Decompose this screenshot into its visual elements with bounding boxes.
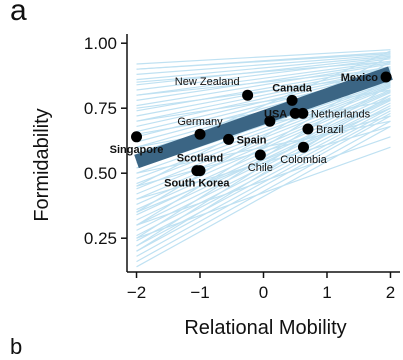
background-line [136,112,391,252]
point-label: Netherlands [311,108,371,120]
background-line [136,115,391,257]
background-line [136,82,391,174]
point-label: Canada [272,82,313,94]
background-line [136,90,391,200]
y-tick-label: 0.50 [84,164,117,183]
x-tick-label: 0 [259,283,268,302]
point-labels-group: Mexico Canada New Zealand USA Netherlands Ger… [110,72,379,190]
data-point-chile [254,149,266,161]
background-line [136,84,391,247]
point-label: Spain [237,134,267,146]
data-point [264,115,276,127]
background-line [136,120,391,174]
background-line [136,56,391,86]
background-line [136,125,391,200]
background-line [136,120,391,263]
background-line [136,102,391,231]
background-line [136,63,391,107]
data-point-spain [223,133,235,145]
y-axis-title: Formidability [31,108,53,221]
axes-group: −2 −1 0 1 2 0.25 0.50 0.75 1.00 [84,34,400,302]
y-tick-label: 0.75 [84,99,117,118]
data-point-germany [194,128,206,140]
background-line [136,125,391,268]
y-tick-label: 0.25 [84,229,117,248]
data-point-south-korea [191,165,203,177]
background-line [136,85,391,185]
x-tick-label: −2 [127,283,146,302]
background-line [136,60,391,83]
panel-letter: a [10,0,27,27]
x-axis-title: Relational Mobility [184,317,346,339]
data-point-mexico [380,71,392,83]
point-label: Singapore [110,144,164,156]
background-line [136,54,391,75]
data-point-usa [289,107,301,119]
data-point-netherlands [297,107,309,119]
point-label: Colombia [280,154,327,166]
background-line [136,68,391,96]
point-label: Chile [248,162,273,174]
x-tick-label: 2 [386,283,395,302]
background-line [136,107,391,213]
x-tick-label: −1 [190,283,209,302]
background-line [136,94,391,252]
background-line [136,136,391,226]
background-line [136,58,391,91]
background-line [136,73,391,109]
background-line [136,146,391,239]
point-label: Germany [177,116,223,128]
background-line [136,60,391,96]
x-tick-label: 1 [322,283,331,302]
data-point-new-zealand [242,89,254,101]
background-line [136,53,391,70]
point-label: Scotland [177,153,223,165]
fit-line-group [134,66,393,169]
point-label: Mexico [341,72,379,84]
background-line [136,84,391,179]
data-point-canada [286,94,298,106]
background-line [136,67,391,117]
data-point-colombia [297,141,309,153]
fit-line [134,66,393,169]
point-label: Brazil [316,124,344,136]
data-point-singapore [131,131,143,143]
point-label: USA [264,108,287,120]
data-point-brazil [302,123,314,135]
background-line [136,55,391,81]
point-label: South Korea [164,178,230,190]
scatter-chart: Mexico Canada New Zealand USA Netherlands Ger… [31,34,400,339]
background-line [136,89,391,195]
points-group [131,71,392,177]
point-label: New Zealand [175,76,240,88]
y-tick-label: 1.00 [84,34,117,53]
background-line [136,49,391,65]
